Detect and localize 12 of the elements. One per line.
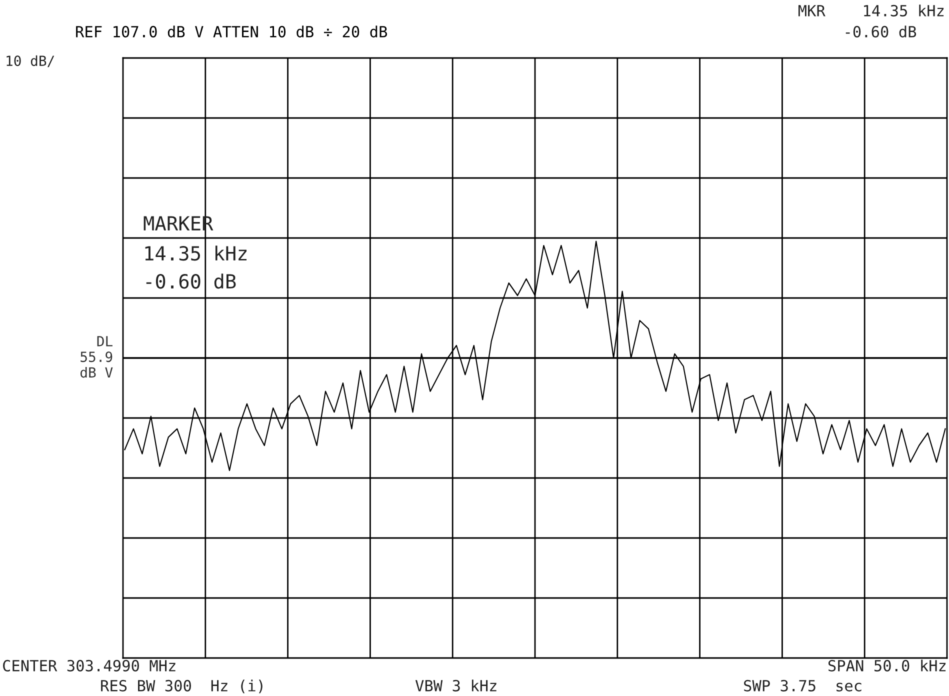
- ref-line-label: DL 55.9 dB V: [80, 336, 113, 378]
- text: MKR 14.35 kHz: [798, 4, 944, 16]
- text: CENTER 303.4990 MHz: [3, 660, 176, 672]
- text: -0.60 dB: [846, 26, 916, 38]
- annotation: 14.35 kHz: [145, 246, 247, 261]
- text: VBW 3 kHz: [415, 680, 496, 692]
- text: SWP 3.75 sec: [744, 680, 862, 692]
- text: RES BW 300 Hz (i): [101, 680, 262, 694]
- text: SPAN 50.0 kHz: [828, 660, 946, 672]
- annotation: -0.60 dB: [146, 274, 236, 289]
- chart-title: REF 107.0 dB V ATTEN 10 dB ÷ 20 dB: [76, 26, 388, 38]
- text: 10 dB/: [6, 55, 54, 68]
